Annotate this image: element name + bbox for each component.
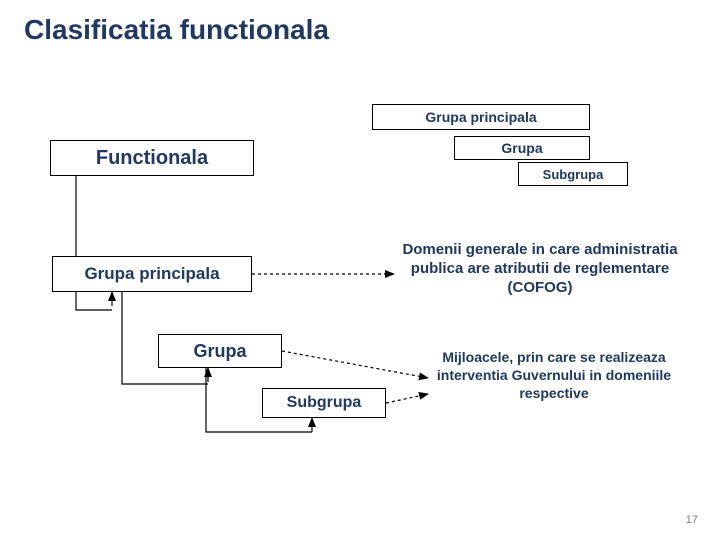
box-label: Grupa principala [425, 109, 536, 125]
page-title: Clasificatia functionala [24, 14, 329, 46]
box-subgrupa: Subgrupa [262, 388, 386, 418]
box-label: Grupa [501, 140, 542, 156]
desc-domenii: Domenii generale in care administratia p… [398, 240, 682, 297]
box-label: Grupa [193, 341, 246, 362]
page-number: 17 [686, 514, 698, 526]
box-grupa-principala: Grupa principala [52, 256, 252, 292]
box-label: Subgrupa [543, 167, 604, 182]
box-top-grupa: Grupa [454, 136, 590, 160]
box-top-grupa-principala: Grupa principala [372, 104, 590, 130]
box-label: Grupa principala [84, 264, 219, 284]
box-label: Functionala [96, 147, 208, 170]
desc-mijloacele: Mijloacele, prin care se realizeaza inte… [434, 348, 674, 402]
box-top-subgrupa: Subgrupa [518, 162, 628, 186]
box-label: Subgrupa [287, 394, 362, 412]
box-functionala: Functionala [50, 140, 254, 176]
box-grupa: Grupa [158, 334, 282, 368]
